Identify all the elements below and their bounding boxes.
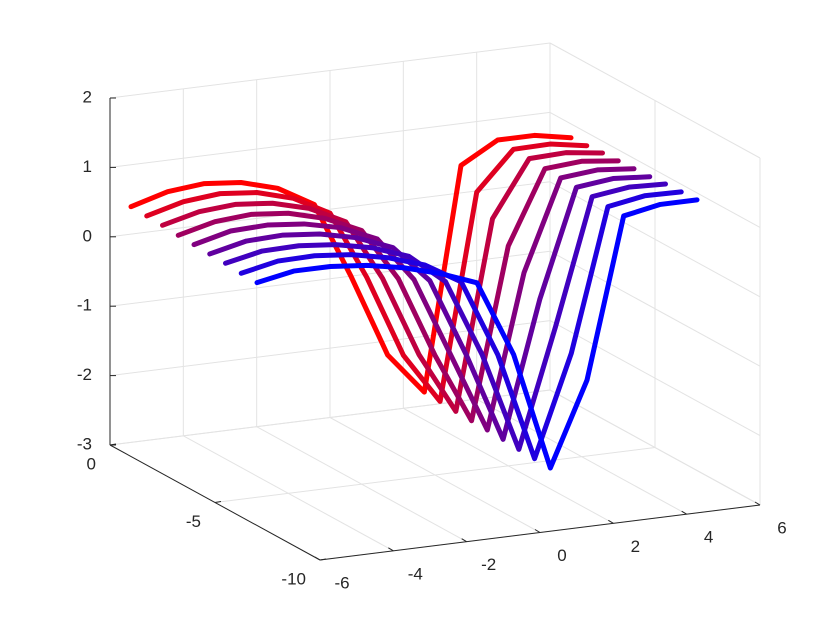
z-tick-label: -1 [77, 296, 92, 315]
data-curve [207, 174, 653, 442]
x-tick-label: -4 [408, 564, 423, 583]
grid-line [109, 320, 551, 377]
data-curve [238, 189, 684, 462]
x-tick [754, 501, 761, 506]
data-curve [254, 197, 700, 471]
data-curve [191, 166, 637, 433]
x-tick-label: 4 [704, 528, 713, 547]
y-tick-label: 0 [87, 454, 96, 473]
grid-line [549, 250, 761, 367]
grid-line [549, 111, 761, 228]
grid-line [109, 42, 551, 99]
x-tick [608, 519, 614, 524]
grid-line [549, 181, 761, 298]
z-tick-label: -3 [77, 434, 92, 453]
y-tick-label: -10 [281, 569, 306, 588]
grid-line [549, 42, 761, 159]
x-tick [534, 529, 541, 533]
y-tick [319, 558, 327, 561]
data-curve [175, 158, 621, 424]
x-tick-label: 6 [777, 518, 786, 537]
x-tick-label: -6 [334, 573, 349, 592]
z-tick-label: 1 [83, 157, 92, 176]
grid-line [109, 111, 551, 168]
x-tick [314, 556, 321, 561]
grid-line [109, 250, 551, 307]
z-tick-label: 2 [83, 87, 92, 106]
x-tick [461, 538, 467, 543]
y-tick [109, 443, 117, 446]
z-tick-label: 0 [83, 226, 92, 245]
data-curve [160, 150, 605, 414]
x-tick [388, 547, 394, 552]
x-tick-label: 0 [557, 546, 566, 565]
data-curve [223, 181, 668, 452]
y-tick [214, 501, 222, 503]
data-curve [128, 132, 574, 395]
x-tick-label: 2 [631, 537, 640, 556]
grid-line [549, 320, 761, 437]
z-tick-label: -2 [77, 365, 92, 384]
grid-line [214, 447, 656, 503]
data-curve [144, 141, 590, 404]
x-tick [681, 510, 687, 515]
x-tick-label: -2 [481, 555, 496, 574]
y-tick-label: -5 [186, 512, 201, 531]
grid-line [549, 389, 761, 506]
